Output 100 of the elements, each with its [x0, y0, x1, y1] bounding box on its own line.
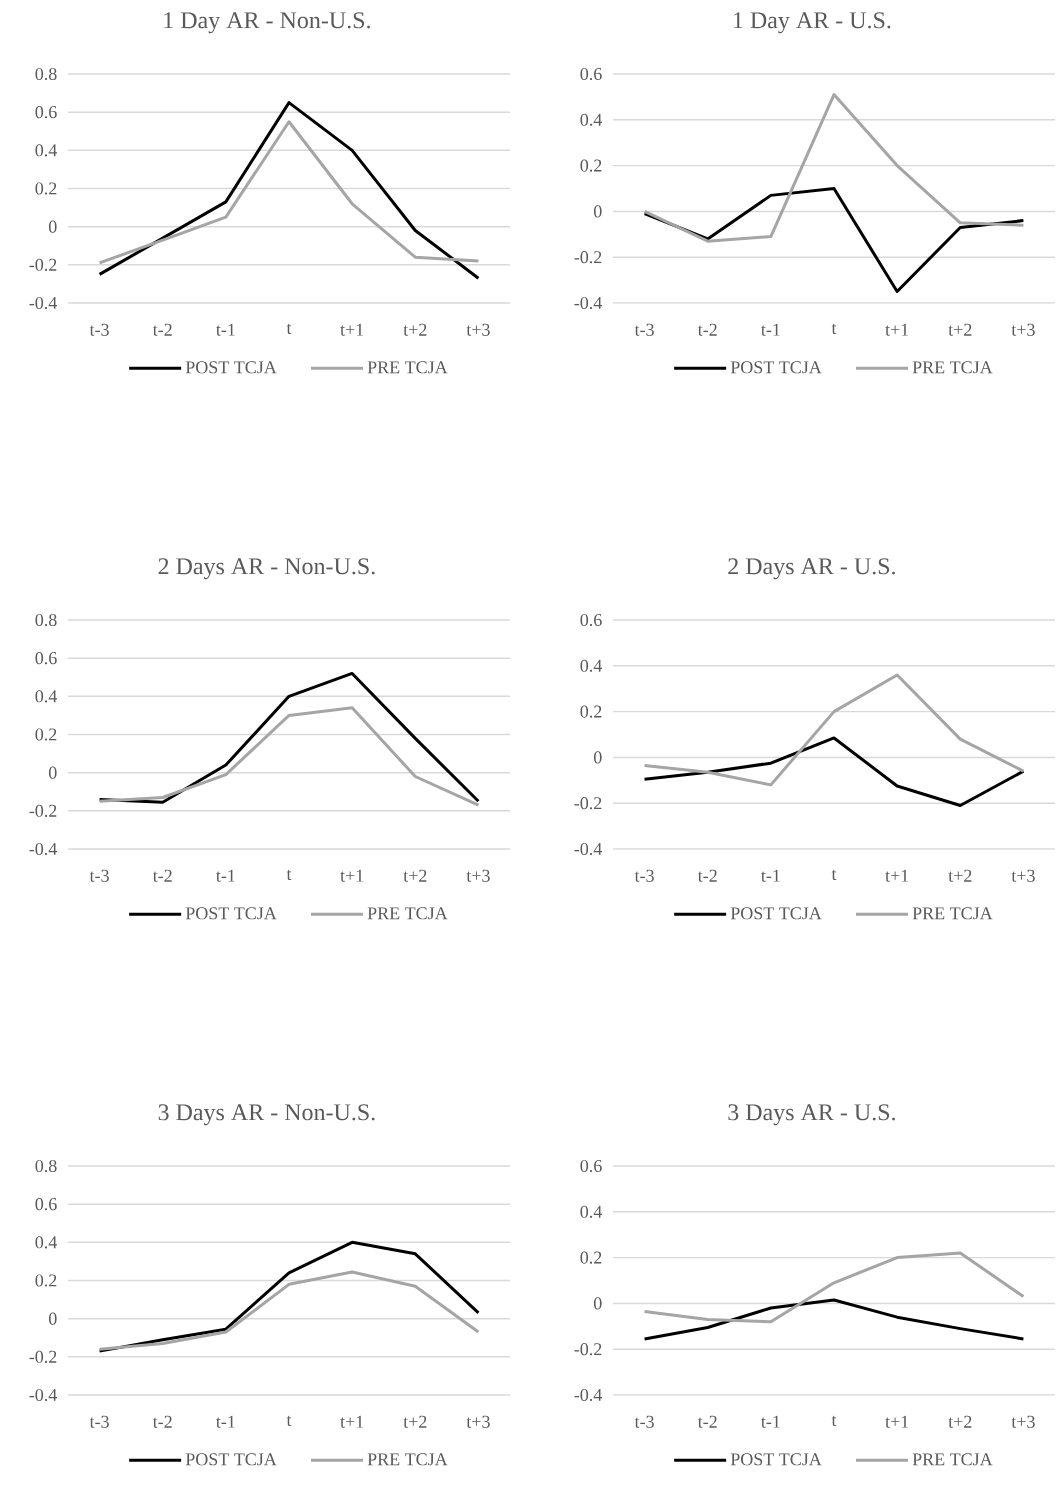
x-tick-label: t-3 — [634, 1415, 655, 1428]
legend-label: POST TCJA — [185, 1453, 277, 1466]
y-tick-label: 0 — [594, 751, 602, 764]
x-tick-label: t+1 — [340, 869, 364, 882]
x-tick-label: t-3 — [634, 323, 655, 336]
line-series — [98, 1240, 481, 1353]
chart-title: 2 Days AR - Non-U.S. — [158, 558, 375, 580]
y-tick-label: 0.4 — [580, 659, 603, 672]
line-series — [98, 706, 481, 807]
x-tick-label: t-3 — [89, 323, 110, 336]
x-tick-label: t+3 — [466, 323, 490, 336]
x-tick-label: t — [831, 869, 837, 881]
y-tick-label: 0.2 — [580, 1251, 602, 1264]
x-tick-label: t-1 — [761, 1415, 780, 1428]
x-tick-label: t-2 — [698, 323, 717, 336]
legend-label: PRE TCJA — [367, 361, 448, 374]
x-tick-label: t-1 — [761, 323, 780, 336]
y-tick-label: 0.6 — [35, 106, 57, 119]
y-tick-label: 0 — [594, 1297, 602, 1310]
legend-label: POST TCJA — [185, 907, 277, 920]
line-series — [98, 1270, 481, 1351]
y-tick-label: -0.2 — [29, 1350, 57, 1363]
y-tick-label: 0.2 — [35, 1274, 57, 1287]
y-tick-label: 0.4 — [580, 113, 603, 126]
line-series — [643, 673, 1026, 787]
x-tick-label: t — [286, 1415, 292, 1427]
x-tick-label: t+3 — [1011, 869, 1035, 882]
x-tick-label: t-1 — [216, 1415, 235, 1428]
legend-label: POST TCJA — [730, 907, 822, 920]
y-tick-label: -0.4 — [29, 1388, 58, 1402]
y-tick-label: -0.2 — [574, 251, 602, 264]
y-tick-label: -0.2 — [574, 1343, 602, 1356]
y-tick-label: 0 — [49, 220, 57, 233]
y-tick-label: 0.4 — [35, 144, 58, 157]
x-tick-label: t-2 — [698, 1415, 717, 1428]
x-tick-label: t+1 — [885, 869, 909, 882]
y-tick-label: 0.4 — [35, 1236, 58, 1249]
chart-title: 1 Day AR - U.S. — [734, 12, 891, 34]
x-tick-label: t-3 — [89, 1415, 110, 1428]
chart-title: 3 Days AR - U.S. — [728, 1104, 896, 1126]
x-tick-label: t+2 — [403, 1415, 427, 1428]
legend-label: PRE TCJA — [367, 1453, 448, 1466]
x-tick-label: t-3 — [634, 869, 655, 882]
y-tick-label: 0.8 — [35, 1159, 57, 1173]
legend-label: PRE TCJA — [912, 361, 993, 374]
x-tick-label: t+2 — [948, 323, 972, 336]
y-tick-label: 0.8 — [35, 67, 57, 81]
x-tick-label: t+1 — [885, 1415, 909, 1428]
y-tick-label: 0.2 — [35, 728, 57, 741]
y-tick-label: -0.4 — [574, 296, 603, 310]
x-tick-label: t+1 — [340, 323, 364, 336]
y-tick-label: 0.4 — [35, 690, 58, 703]
x-tick-label: t — [286, 869, 292, 881]
x-tick-label: t-1 — [761, 869, 780, 882]
x-tick-label: t+3 — [466, 869, 490, 882]
x-tick-label: t+2 — [403, 323, 427, 336]
y-tick-label: 0 — [49, 1312, 57, 1325]
legend-label: POST TCJA — [730, 1453, 822, 1466]
x-tick-label: t+2 — [948, 1415, 972, 1428]
line-series — [98, 120, 481, 265]
y-tick-label: 0.6 — [580, 1159, 602, 1173]
x-tick-label: t-2 — [698, 869, 717, 882]
y-tick-label: -0.2 — [574, 797, 602, 810]
line-series — [643, 93, 1026, 243]
y-tick-label: -0.4 — [29, 842, 58, 856]
x-tick-label: t — [286, 323, 292, 335]
y-tick-label: 0.6 — [580, 613, 602, 627]
y-tick-label: 0.6 — [35, 652, 57, 665]
x-tick-label: t-2 — [153, 323, 172, 336]
legend-label: PRE TCJA — [912, 907, 993, 920]
x-tick-label: t-2 — [153, 869, 172, 882]
legend-label: POST TCJA — [185, 361, 277, 374]
line-series — [643, 1251, 1026, 1324]
x-tick-label: t+2 — [948, 869, 972, 882]
y-tick-label: -0.2 — [29, 804, 57, 817]
chart-title: 2 Days AR - U.S. — [728, 558, 896, 580]
y-tick-label: 0.2 — [580, 159, 602, 172]
legend-label: PRE TCJA — [912, 1453, 993, 1466]
chart-title: 1 Day AR - Non-U.S. — [164, 12, 371, 34]
y-tick-label: 0.2 — [35, 182, 57, 195]
y-tick-label: 0.2 — [580, 705, 602, 718]
y-tick-label: 0 — [594, 205, 602, 218]
line-series — [643, 736, 1026, 808]
x-tick-label: t — [831, 1415, 837, 1427]
x-tick-label: t+1 — [885, 323, 909, 336]
y-tick-label: 0.4 — [580, 1205, 603, 1218]
x-tick-label: t — [831, 323, 837, 335]
line-series — [643, 1298, 1026, 1341]
x-tick-label: t-3 — [89, 869, 110, 882]
y-tick-label: -0.4 — [574, 842, 603, 856]
x-tick-label: t+3 — [1011, 1415, 1035, 1428]
chart-title: 3 Days AR - Non-U.S. — [158, 1104, 375, 1126]
legend-label: POST TCJA — [730, 361, 822, 374]
x-tick-label: t-1 — [216, 323, 235, 336]
y-tick-label: 0 — [49, 766, 57, 779]
x-tick-label: t+1 — [340, 1415, 364, 1428]
y-tick-label: 0.6 — [580, 67, 602, 81]
x-tick-label: t-1 — [216, 869, 235, 882]
x-tick-label: t+3 — [1011, 323, 1035, 336]
x-tick-label: t+2 — [403, 869, 427, 882]
